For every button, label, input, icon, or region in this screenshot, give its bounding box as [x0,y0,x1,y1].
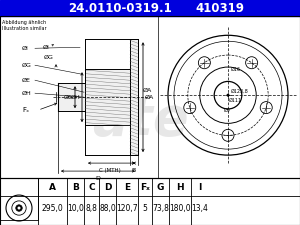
Text: 24.0110-0319.1: 24.0110-0319.1 [68,2,172,15]
Circle shape [17,207,20,209]
Text: ØE: ØE [22,78,31,83]
Text: Ø123,8: Ø123,8 [231,89,249,94]
Text: ØG: ØG [22,63,32,68]
Bar [130,39,138,155]
Text: 8,8: 8,8 [85,204,98,213]
Bar [0,178,300,225]
Text: 180,0: 180,0 [169,204,191,213]
Text: ØI: ØI [43,45,50,50]
Text: D: D [104,182,111,191]
Text: Ø16: Ø16 [231,67,241,72]
Text: B: B [132,168,136,173]
Text: Ø111: Ø111 [229,98,242,103]
Text: 73,8: 73,8 [152,204,169,213]
Text: H: H [176,182,184,191]
Text: ØH: ØH [22,91,32,96]
Text: ØG: ØG [44,55,54,60]
Text: ØH: ØH [70,95,80,100]
Bar [0,178,38,220]
Text: 120,7: 120,7 [116,204,138,213]
Text: 88,0: 88,0 [99,204,116,213]
Text: 10,0: 10,0 [67,204,84,213]
Text: G: G [157,182,164,191]
Circle shape [226,94,230,97]
Text: ØA: ØA [143,88,152,93]
Text: I: I [198,182,201,191]
Text: Abbildung ähnlich
Illustration similar: Abbildung ähnlich Illustration similar [2,20,46,31]
Text: Fₓ: Fₓ [140,182,150,191]
Text: 13,4: 13,4 [191,204,208,213]
Text: C (MTH): C (MTH) [99,168,120,173]
Text: Fₓ: Fₓ [22,107,29,113]
Bar [85,69,130,125]
Text: B: B [72,182,79,191]
Text: E: E [124,182,130,191]
Text: 295,0: 295,0 [42,204,63,213]
Text: ØA: ØA [145,95,154,100]
Text: D: D [96,176,100,181]
Text: Ø9: Ø9 [224,108,231,113]
Text: ate: ate [92,94,188,146]
Text: C: C [88,182,95,191]
Text: A: A [49,182,56,191]
Text: 5: 5 [142,204,147,213]
Text: ØI: ØI [22,46,29,51]
Text: 410319: 410319 [196,2,244,15]
Text: ØE: ØE [64,95,73,100]
Circle shape [16,205,22,211]
Bar [58,83,85,111]
Bar [0,16,300,178]
Bar [0,0,300,16]
